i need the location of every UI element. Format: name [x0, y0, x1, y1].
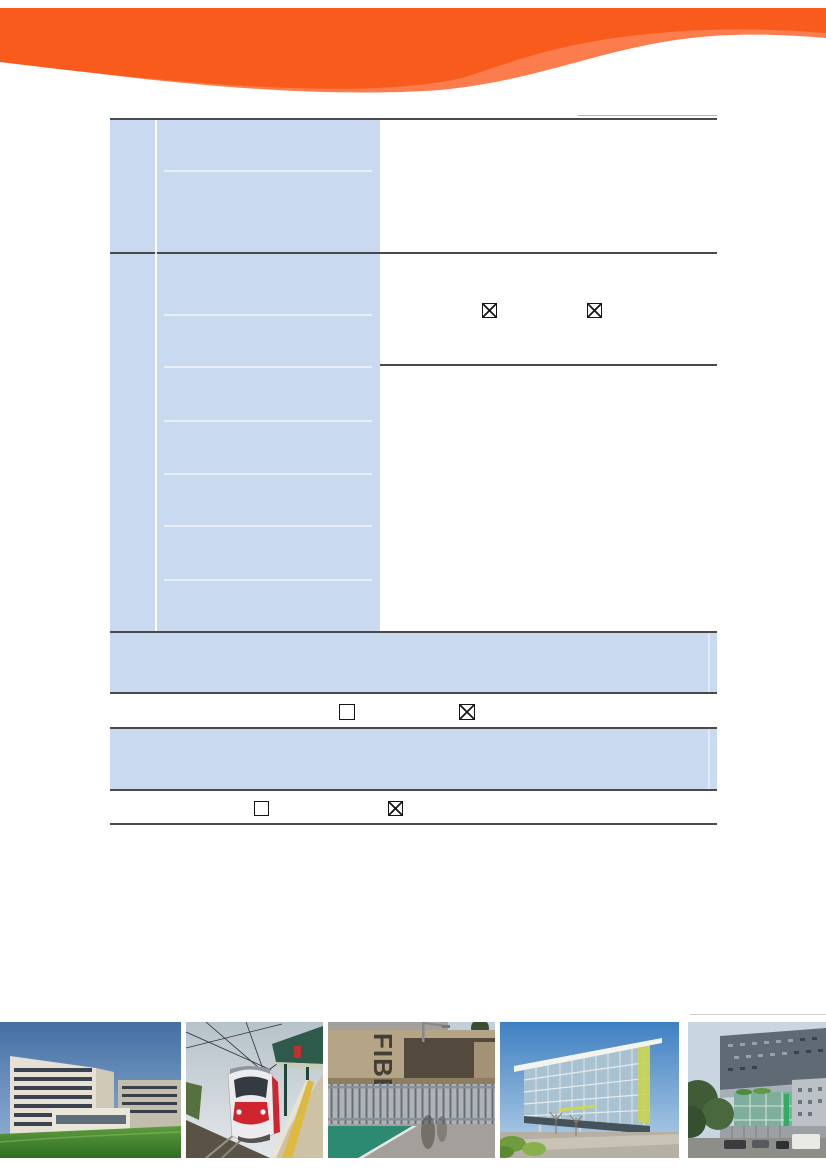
glass-office-building-photo: [500, 1022, 679, 1158]
section2-checkbox-1[interactable]: [482, 303, 497, 318]
table-border-band2-top: [110, 727, 717, 729]
options2-checkbox-yes[interactable]: [388, 801, 403, 816]
section2-label-cell: [157, 254, 380, 631]
fibes-exhibition-center-photo: FIBES: [328, 1022, 495, 1158]
table-border-row2: [110, 252, 717, 254]
question-band-2: [110, 729, 717, 789]
orange-wave-banner: [0, 8, 826, 93]
label-column-separator: [155, 120, 157, 631]
wave-primary-shape: [0, 8, 826, 89]
section1-number-cell: [110, 120, 156, 252]
section2-divider-3: [164, 420, 372, 422]
fibes-illustration: FIBES: [328, 1022, 495, 1158]
cantilever-illustration: [688, 1022, 826, 1158]
question-band-1: [110, 633, 717, 692]
section1-label-cell: [157, 120, 380, 252]
table-border-bottom: [110, 823, 717, 825]
table-border-band1-top: [110, 631, 717, 633]
red-commuter-train-photo: [186, 1022, 323, 1158]
table-border-top-extra: [578, 115, 717, 116]
train-illustration: [186, 1022, 323, 1158]
options1-checkbox-yes[interactable]: [459, 704, 475, 720]
cantilevered-building-photo: [688, 1022, 826, 1158]
band2-end-divider: [708, 729, 710, 789]
table-border-band2-bottom: [110, 789, 717, 791]
section2-divider-5: [164, 525, 372, 527]
section2-divider-1: [164, 314, 372, 316]
section2-divider-2: [164, 366, 372, 368]
section2-answer-divider: [380, 364, 717, 366]
section2-checkbox-2[interactable]: [587, 303, 602, 318]
section2-number-cell: [110, 254, 156, 631]
band1-end-divider: [708, 633, 710, 692]
photo-strip-rule: [690, 1014, 826, 1015]
section2-divider-6: [164, 579, 372, 581]
table-border-top: [110, 118, 717, 120]
options1-checkbox-no[interactable]: [339, 704, 355, 720]
section2-divider-4: [164, 473, 372, 475]
hospital-campus-illustration: [0, 1022, 181, 1158]
glass-office-illustration: [500, 1022, 679, 1158]
section1-label-divider: [164, 170, 372, 172]
table-border-band1-bottom: [110, 692, 717, 694]
hospital-campus-photo: [0, 1022, 181, 1158]
options2-checkbox-no[interactable]: [254, 801, 269, 816]
